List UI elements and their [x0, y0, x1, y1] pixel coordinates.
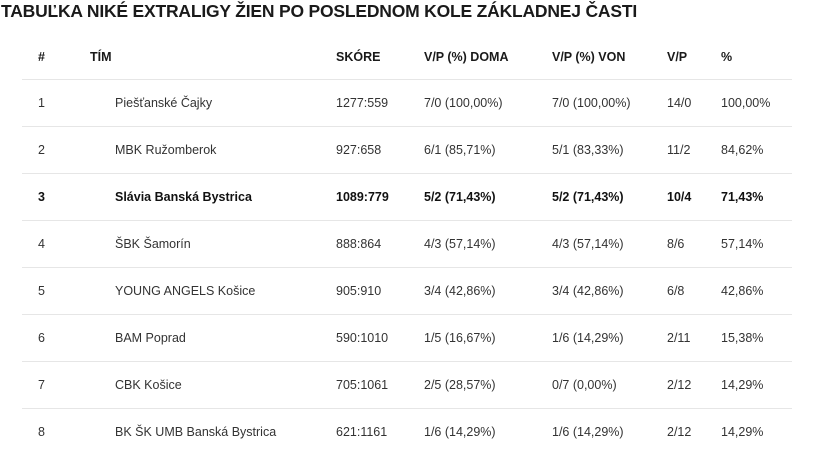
cell-wl: 6/8 — [667, 267, 721, 315]
cell-home: 4/3 (57,14%) — [424, 220, 552, 268]
cell-rank: 5 — [22, 267, 90, 315]
page-title: TABUĽKA NIKÉ EXTRALIGY ŽIEN PO POSLEDNOM… — [1, 1, 637, 21]
cell-rank: 8 — [22, 408, 90, 455]
cell-pct: 57,14% — [721, 220, 792, 268]
cell-wl: 10/4 — [667, 173, 721, 221]
cell-away: 1/6 (14,29%) — [552, 314, 667, 362]
cell-score: 1277:559 — [336, 79, 424, 127]
cell-score: 927:658 — [336, 126, 424, 174]
header-rank: # — [38, 49, 45, 64]
cell-away: 7/0 (100,00%) — [552, 79, 667, 127]
table-row: 7 CBK Košice 705:1061 2/5 (28,57%) 0/7 (… — [22, 361, 792, 409]
cell-away: 0/7 (0,00%) — [552, 361, 667, 409]
cell-team: YOUNG ANGELS Košice — [90, 267, 336, 315]
table-row: 2 MBK Ružomberok 927:658 6/1 (85,71%) 5/… — [22, 126, 792, 174]
table-row: 4 ŠBK Šamorín 888:864 4/3 (57,14%) 4/3 (… — [22, 220, 792, 268]
cell-wl: 2/11 — [667, 314, 721, 362]
cell-score: 590:1010 — [336, 314, 424, 362]
cell-team: MBK Ružomberok — [90, 126, 336, 174]
cell-score: 905:910 — [336, 267, 424, 315]
cell-pct: 84,62% — [721, 126, 792, 174]
cell-team: BAM Poprad — [90, 314, 336, 362]
cell-pct: 14,29% — [721, 408, 792, 455]
table-row: 8 BK ŠK UMB Banská Bystrica 621:1161 1/6… — [22, 408, 792, 455]
cell-team: ŠBK Šamorín — [90, 220, 336, 268]
cell-rank: 3 — [22, 173, 90, 221]
cell-home: 6/1 (85,71%) — [424, 126, 552, 174]
cell-rank: 1 — [22, 79, 90, 127]
cell-away: 5/2 (71,43%) — [552, 173, 667, 221]
cell-rank: 4 — [22, 220, 90, 268]
cell-away: 4/3 (57,14%) — [552, 220, 667, 268]
header-wl: V/P — [667, 49, 688, 64]
header-team: TÍM — [90, 49, 112, 64]
header-home: V/P (%) DOMA — [424, 49, 509, 64]
cell-pct: 15,38% — [721, 314, 792, 362]
table-row: 5 YOUNG ANGELS Košice 905:910 3/4 (42,86… — [22, 267, 792, 315]
cell-home: 1/5 (16,67%) — [424, 314, 552, 362]
cell-score: 888:864 — [336, 220, 424, 268]
cell-score: 621:1161 — [336, 408, 424, 455]
cell-pct: 71,43% — [721, 173, 792, 221]
table-row: 6 BAM Poprad 590:1010 1/5 (16,67%) 1/6 (… — [22, 314, 792, 362]
cell-score: 1089:779 — [336, 173, 424, 221]
cell-pct: 42,86% — [721, 267, 792, 315]
table-header-row: # TÍM SKÓRE V/P (%) DOMA V/P (%) VON V/P… — [22, 34, 792, 80]
cell-rank: 7 — [22, 361, 90, 409]
table-row: 3 Slávia Banská Bystrica 1089:779 5/2 (7… — [22, 173, 792, 221]
cell-home: 5/2 (71,43%) — [424, 173, 552, 221]
table-body: 1 Piešťanské Čajky 1277:559 7/0 (100,00%… — [22, 79, 792, 455]
table-row: 1 Piešťanské Čajky 1277:559 7/0 (100,00%… — [22, 79, 792, 127]
cell-pct: 14,29% — [721, 361, 792, 409]
cell-wl: 2/12 — [667, 408, 721, 455]
cell-away: 1/6 (14,29%) — [552, 408, 667, 455]
cell-score: 705:1061 — [336, 361, 424, 409]
cell-team: Slávia Banská Bystrica — [90, 173, 336, 221]
header-score: SKÓRE — [336, 49, 381, 64]
cell-away: 3/4 (42,86%) — [552, 267, 667, 315]
cell-wl: 8/6 — [667, 220, 721, 268]
cell-home: 2/5 (28,57%) — [424, 361, 552, 409]
cell-wl: 2/12 — [667, 361, 721, 409]
cell-away: 5/1 (83,33%) — [552, 126, 667, 174]
header-pct: % — [721, 49, 733, 64]
header-away: V/P (%) VON — [552, 49, 626, 64]
cell-wl: 14/0 — [667, 79, 721, 127]
cell-team: Piešťanské Čajky — [90, 79, 336, 127]
cell-wl: 11/2 — [667, 126, 721, 174]
cell-home: 3/4 (42,86%) — [424, 267, 552, 315]
cell-rank: 6 — [22, 314, 90, 362]
cell-home: 7/0 (100,00%) — [424, 79, 552, 127]
cell-pct: 100,00% — [721, 79, 792, 127]
cell-team: CBK Košice — [90, 361, 336, 409]
cell-rank: 2 — [22, 126, 90, 174]
cell-team: BK ŠK UMB Banská Bystrica — [90, 408, 336, 455]
cell-home: 1/6 (14,29%) — [424, 408, 552, 455]
standings-table: # TÍM SKÓRE V/P (%) DOMA V/P (%) VON V/P… — [22, 34, 792, 455]
